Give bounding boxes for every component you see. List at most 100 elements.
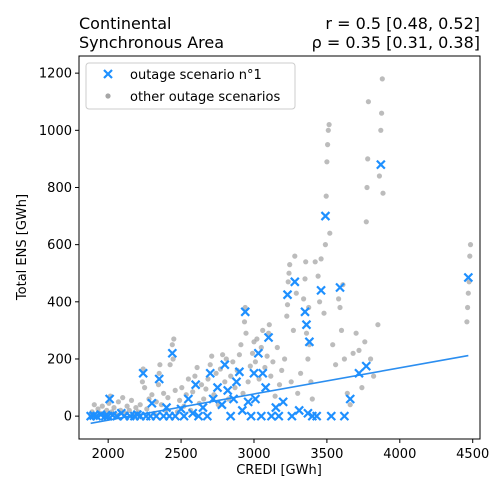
data-point-other [350,350,356,356]
data-point-other [285,279,291,285]
data-point-other [302,276,308,282]
x-marker-stroke [316,285,326,296]
data-point-highlight [179,411,189,421]
data-point-other [344,390,350,396]
data-point-other [185,376,191,382]
data-point-other [318,256,324,262]
x-marker-stroke [253,348,264,359]
stat-rho: ρ = 0.35 [0.31, 0.38] [311,33,480,52]
data-point-highlight [167,348,178,359]
data-point-highlight [217,399,227,410]
data-point-highlight [326,411,337,421]
data-point-other [323,193,329,199]
data-point-other [99,403,105,409]
data-point-highlight [354,368,364,379]
data-point-highlight [138,368,148,379]
x-marker-stroke [335,282,345,293]
data-point-other [137,402,143,408]
data-point-other [286,270,292,276]
data-point-other [325,142,331,148]
x-marker-stroke [354,368,364,379]
data-point-other [230,359,236,365]
chart-stats: r = 0.5 [0.48, 0.52] ρ = 0.35 [0.31, 0.3… [312,14,480,52]
data-point-other [228,373,234,379]
data-point-other [290,327,296,333]
data-point-other [364,184,370,191]
x-marker-stroke [326,411,337,421]
x-marker-stroke [104,394,115,404]
data-point-other [301,296,307,302]
data-point-highlight [282,289,293,300]
data-point-highlight [154,374,164,384]
data-point-other [144,406,150,412]
x-marker-stroke [167,348,178,359]
x-tick-label: 2000 [92,447,125,462]
y-axis: 0 200 400 600 800 1000 1200 [39,67,79,425]
data-point-other [177,397,183,403]
data-point-other [165,395,171,401]
data-point-highlight [176,404,186,414]
data-point-highlight [316,285,326,296]
data-point-other [260,327,266,333]
x-axis: 2000 2500 3000 3500 4000 4500 [92,439,489,462]
x-marker-stroke [287,411,297,421]
data-point-highlight [220,359,230,370]
legend-entry-highlight: outage scenario n°1 [130,68,262,83]
data-point-other [326,122,332,128]
data-point-other [362,339,368,345]
x-marker-stroke [100,411,111,421]
x-marker-stroke [339,411,350,421]
x-tick-label: 3500 [310,447,343,462]
data-point-other [368,356,374,362]
data-point-other [356,347,362,353]
data-point-other [256,376,262,382]
data-point-other [209,353,215,359]
data-point-other [284,313,290,319]
data-point-other [232,385,238,391]
x-marker-stroke [147,398,157,409]
x-marker-stroke [300,307,310,317]
x-tick-label: 4500 [456,447,489,462]
data-point-other [139,379,145,385]
data-point-other [243,330,249,336]
x-tick-label: 4000 [383,447,416,462]
data-point-other [365,99,371,105]
data-point-other [149,392,155,398]
x-marker-stroke [138,368,148,379]
data-point-other [330,342,336,348]
data-point-other [371,373,377,379]
data-point-other [295,390,301,396]
data-point-highlight [345,394,355,404]
x-tick-label: 2500 [165,447,198,462]
data-point-other [270,359,276,365]
data-point-highlight [198,402,208,413]
data-point-other [95,406,101,412]
x-marker-stroke [212,382,223,393]
x-marker-stroke [250,394,261,404]
x-marker-stroke [205,368,216,379]
data-point-other [467,253,473,259]
x-marker-stroke [187,408,198,419]
data-point-highlight [161,402,172,413]
data-point-other [222,379,228,385]
data-point-highlight [212,382,223,393]
data-point-highlight [376,159,386,170]
data-point-highlight [104,394,115,404]
data-point-highlight [278,397,288,407]
data-point-highlight [202,411,213,421]
y-tick-label: 400 [47,295,72,310]
data-point-other [353,330,359,336]
x-marker-stroke [231,377,242,387]
x-marker-stroke [176,404,186,414]
data-point-other [240,390,246,396]
data-point-other [161,390,167,396]
x-marker-stroke [96,409,106,420]
data-point-other [312,259,318,265]
x-marker-stroke [271,402,281,413]
y-tick-label: 200 [47,352,72,367]
data-point-other [167,362,173,368]
data-point-other [115,399,121,405]
data-point-highlight [183,394,194,404]
data-point-other [347,402,353,408]
data-point-highlight [237,405,248,416]
